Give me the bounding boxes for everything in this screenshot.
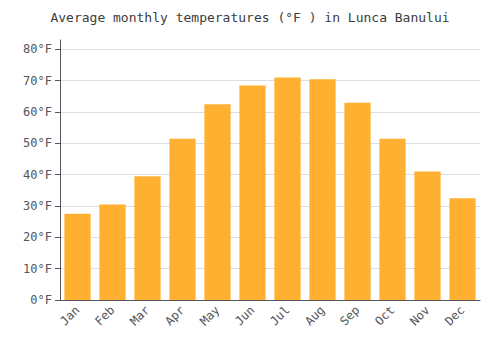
svg-text:10°F: 10°F: [23, 262, 52, 276]
svg-text:60°F: 60°F: [23, 105, 52, 119]
svg-text:Mar: Mar: [127, 303, 152, 328]
svg-text:Jul: Jul: [267, 303, 292, 328]
svg-text:Average monthly temperatures (: Average monthly temperatures (°F ) in Lu…: [50, 10, 449, 25]
svg-text:Jan: Jan: [57, 303, 82, 328]
svg-text:50°F: 50°F: [23, 136, 52, 150]
svg-text:Aug: Aug: [302, 303, 327, 328]
svg-text:70°F: 70°F: [23, 74, 52, 88]
svg-text:80°F: 80°F: [23, 42, 52, 56]
svg-text:Jun: Jun: [232, 303, 257, 328]
svg-text:Oct: Oct: [372, 303, 397, 328]
svg-text:0°F: 0°F: [30, 293, 52, 307]
svg-text:Feb: Feb: [92, 303, 117, 328]
svg-text:40°F: 40°F: [23, 168, 52, 182]
svg-text:Apr: Apr: [162, 303, 187, 328]
svg-text:30°F: 30°F: [23, 199, 52, 213]
svg-text:Sep: Sep: [337, 303, 362, 328]
svg-text:May: May: [197, 303, 222, 328]
svg-text:20°F: 20°F: [23, 230, 52, 244]
svg-text:Dec: Dec: [442, 303, 467, 328]
svg-text:Nov: Nov: [407, 303, 432, 328]
